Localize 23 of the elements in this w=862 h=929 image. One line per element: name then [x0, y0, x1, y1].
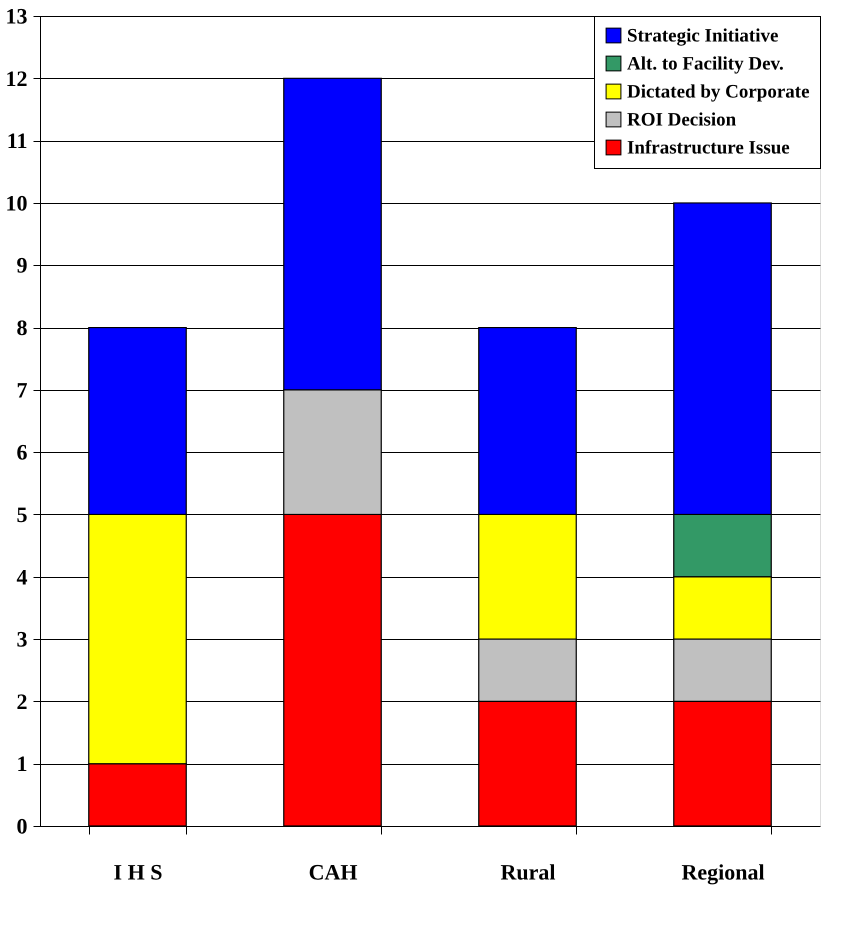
y-tick-label: 6	[16, 440, 28, 465]
x-tick-label: Rural	[500, 860, 556, 884]
y-tick-label: 1	[16, 751, 28, 776]
y-tick-label: 0	[16, 814, 28, 838]
legend-label: Strategic Initiative	[627, 26, 778, 46]
legend-label: ROI Decision	[627, 110, 737, 130]
legend-label: Alt. to Facility Dev.	[627, 54, 784, 74]
y-tick-label: 3	[16, 626, 28, 652]
x-tick-label: CAH	[308, 860, 358, 884]
y-tick-label: 7	[16, 377, 28, 402]
y-tick-label: 11	[6, 128, 28, 154]
legend-label: Dictated by Corporate	[627, 82, 810, 102]
y-tick-label: 13	[6, 4, 28, 28]
x-tick-label: Regional	[681, 860, 765, 884]
y-tick-label: 8	[16, 315, 28, 340]
y-tick-label: 5	[16, 502, 28, 527]
y-tick-label: 9	[16, 252, 28, 278]
legend-label: Infrastructure Issue	[627, 138, 790, 158]
x-tick-label: I H S	[114, 860, 162, 884]
y-tick-label: 2	[16, 688, 28, 714]
y-tick-label: 4	[16, 564, 28, 590]
y-tick-label: 12	[6, 66, 28, 91]
y-tick-label: 10	[6, 190, 28, 216]
